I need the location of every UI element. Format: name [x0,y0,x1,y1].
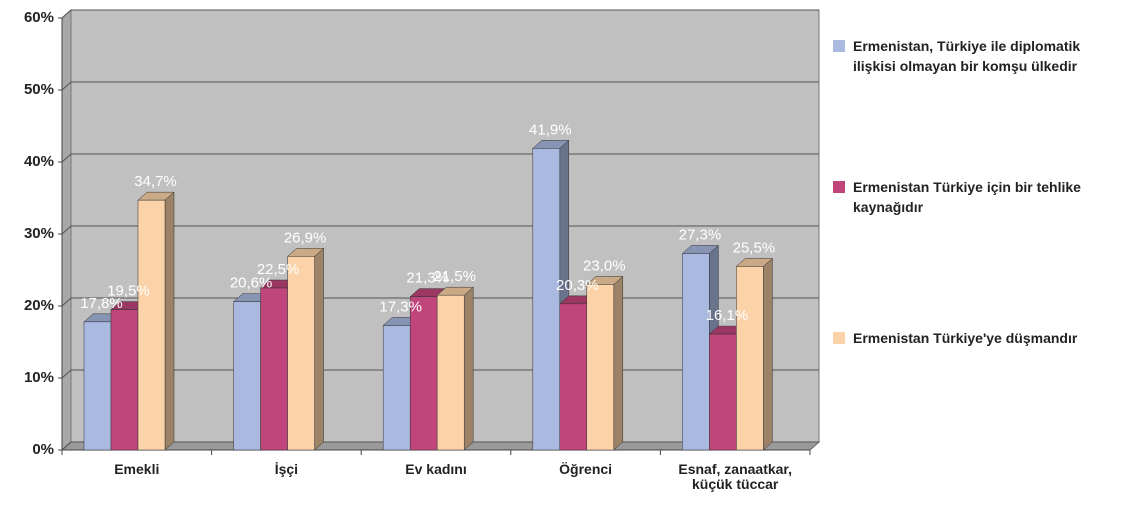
legend-label: Ermenistan Türkiye'ye düşmandır [853,330,1078,346]
bar [736,266,764,451]
x-tick-label: Esnaf, zanaatkar, küçük tüccar [678,461,792,492]
grid-line-diag [61,441,72,451]
bar [233,301,261,451]
value-label: 21,5% [433,268,476,285]
legend-swatch [833,181,845,193]
value-label: 20,3% [556,277,599,294]
x-tick-label: Ev kadını [405,461,467,477]
x-tick-label: Öğrenci [559,461,613,477]
bar [287,256,315,451]
y-tick-label: 60% [24,9,54,26]
value-label: 22,5% [257,261,300,278]
bar [110,309,139,451]
bar [532,148,561,451]
value-label: 16,1% [706,307,749,324]
bar [382,325,411,451]
legend-item: Ermenistan Türkiye için bir tehlike kayn… [833,177,1123,217]
value-label: 19,5% [107,283,150,300]
bar [409,296,438,451]
y-tick-label: 10% [24,369,54,386]
grid-line-diag [61,81,72,91]
bar [137,199,166,451]
grid-line-diag [61,369,72,379]
grid-line-diag [61,153,72,163]
x-tick-label: Emekli [114,461,160,477]
bar [260,287,288,451]
value-label: 17,8% [80,295,123,312]
y-tick-label: 30% [24,225,54,242]
value-label: 20,6% [230,275,273,292]
x-tick-label: İşçi [274,461,299,477]
bar [559,303,588,451]
bar-side [613,275,624,451]
legend-label: Ermenistan Türkiye için bir tehlike kayn… [853,179,1081,215]
legend-label: Ermenistan, Türkiye ile diplomatik ilişk… [853,38,1081,74]
value-label: 25,5% [733,239,776,256]
legend-swatch [833,332,845,344]
legend-swatch [833,40,845,52]
bar-side [463,286,474,451]
bar-side [164,191,175,451]
bar [436,294,465,451]
grid-line-diag [61,297,72,307]
bar [682,253,710,451]
legend-item: Ermenistan Türkiye'ye düşmandır [833,328,1123,348]
value-label: 41,9% [529,121,572,138]
y-tick-label: 40% [24,153,54,170]
bar-side [763,257,773,451]
legend-item: Ermenistan, Türkiye ile diplomatik ilişk… [833,36,1123,76]
bar-side [314,247,324,451]
value-label: 26,9% [284,229,327,246]
bar [83,321,112,451]
value-label: 34,7% [134,173,177,190]
bar [586,284,615,451]
y-tick-label: 0% [32,441,54,458]
grid-line-diag [61,225,72,235]
y-tick-label: 50% [24,81,54,98]
value-label: 27,3% [679,226,722,243]
value-label: 23,0% [583,257,626,274]
value-label: 21,3% [406,270,449,287]
value-label: 17,3% [379,298,422,315]
bar [709,333,737,451]
y-tick-label: 20% [24,297,54,314]
grid-line-diag [61,9,72,19]
